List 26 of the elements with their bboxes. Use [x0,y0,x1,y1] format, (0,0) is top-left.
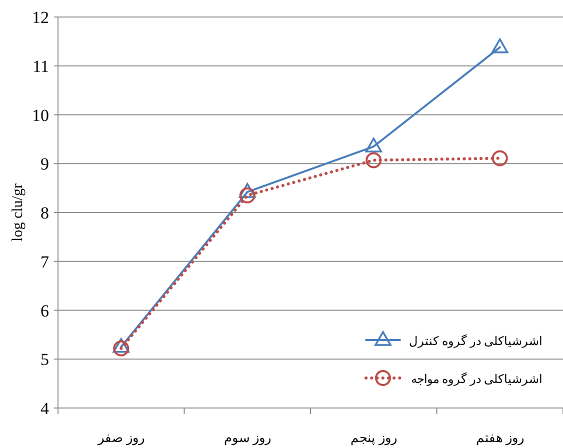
legend-item: اشرشیاکلی در گروه مواجه [364,370,542,386]
point [491,38,508,54]
legend-label: اشرشیاکلی در گروه کنترل [409,334,542,348]
x-tick-label: روز هفتم [476,430,524,446]
y-tick-label: 12 [32,8,49,27]
y-tick-label: 4 [40,399,50,418]
y-tick-label: 6 [40,301,49,320]
point [366,152,382,168]
point [365,138,382,152]
legend-item: اشرشیاکلی در گروه کنترل [365,330,542,348]
y-axis-title: log clu/gr [10,184,26,242]
y-tick-label: 7 [40,252,50,272]
y-tick-label: 10 [32,106,49,125]
point [238,183,256,198]
point [239,187,256,204]
point [492,150,508,166]
legend-label: اشرشیاکلی در گروه مواجه [411,372,542,386]
point [112,338,130,353]
y-tick-label: 8 [40,204,49,222]
y-tick-label: 5 [40,350,49,370]
x-tick-label: روز پنجم [350,430,397,446]
point [113,340,130,356]
x-tick-label: روز صفر [97,430,144,446]
y-tick-label: 11 [32,56,49,76]
y-tick-label: 9 [40,154,49,174]
x-tick-label: روز سوم [224,430,271,446]
